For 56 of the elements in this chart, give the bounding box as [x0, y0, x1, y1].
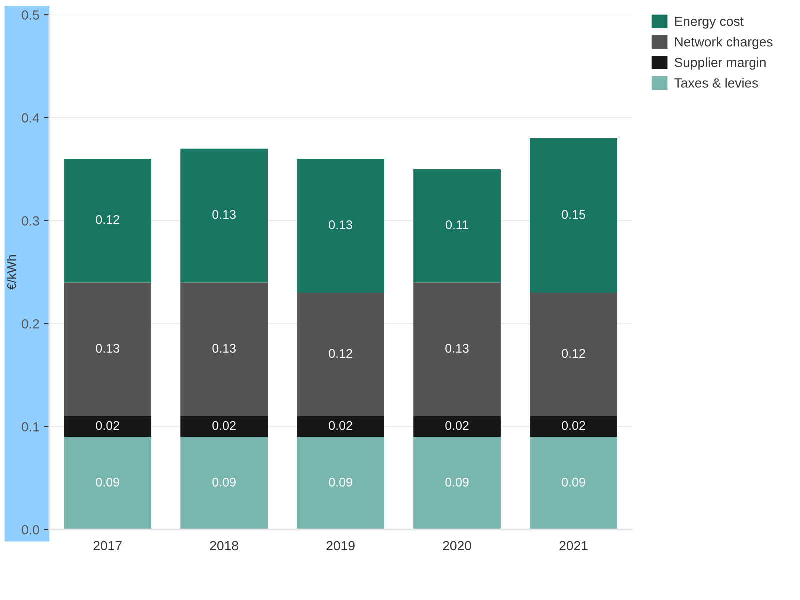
bar	[297, 292, 384, 417]
data-label: 0.15	[562, 210, 586, 220]
bar	[180, 437, 268, 530]
data-label: 0.13	[329, 220, 352, 230]
data-label: 0.09	[562, 478, 586, 487]
bar	[297, 159, 384, 293]
x-tick-label: 2019	[326, 541, 355, 551]
bar	[180, 148, 268, 283]
legend-label: Taxes & levies	[674, 78, 758, 88]
y-tick-label: 0.1	[22, 422, 40, 432]
y-tick-label: 0.0	[22, 525, 40, 535]
bar	[414, 437, 501, 530]
y-tick-label: 0.4	[22, 114, 40, 123]
bar	[64, 159, 152, 283]
x-tick-label: 2020	[443, 541, 472, 551]
bar	[297, 416, 384, 438]
bar	[530, 292, 618, 417]
data-label: 0.09	[212, 478, 236, 487]
legend-label: Network charges	[675, 37, 773, 50]
data-label: 0.02	[212, 421, 236, 430]
y-tick-label: 0.3	[22, 216, 40, 226]
y-tick-label: 0.5	[22, 10, 40, 20]
bar	[64, 282, 152, 417]
data-label: 0.13	[446, 344, 469, 353]
legend-label: Energy cost	[675, 17, 744, 29]
bar	[64, 437, 152, 530]
data-label: 0.02	[329, 421, 352, 430]
data-label: 0.02	[96, 421, 120, 430]
bar	[180, 282, 268, 417]
y-axis-title: €/kWh	[7, 256, 16, 290]
data-label: 0.09	[329, 478, 352, 487]
data-label: 0.02	[562, 421, 586, 430]
data-label: 0.13	[212, 210, 236, 220]
bar	[180, 416, 268, 438]
data-label: 0.12	[562, 349, 586, 358]
x-tick-label: 2017	[94, 541, 122, 551]
bar	[414, 282, 501, 417]
legend-label: Supplier margin	[674, 58, 766, 70]
data-label: 0.09	[446, 478, 469, 487]
data-label: 0.13	[96, 344, 120, 353]
x-tick-label: 2021	[560, 541, 588, 551]
x-tick-label: 2018	[210, 541, 238, 551]
bar	[530, 416, 618, 438]
bar	[414, 416, 501, 438]
data-label: 0.12	[329, 349, 352, 358]
bar	[64, 416, 152, 438]
bar	[530, 138, 618, 293]
y-tick-label: 0.2	[22, 319, 40, 329]
data-label: 0.02	[446, 421, 469, 430]
bar	[414, 169, 501, 283]
data-label: 0.11	[446, 220, 468, 230]
bar	[297, 437, 384, 530]
bar	[530, 437, 618, 530]
data-label: 0.12	[96, 215, 120, 224]
data-label: 0.13	[212, 344, 236, 353]
data-label: 0.09	[96, 478, 120, 487]
